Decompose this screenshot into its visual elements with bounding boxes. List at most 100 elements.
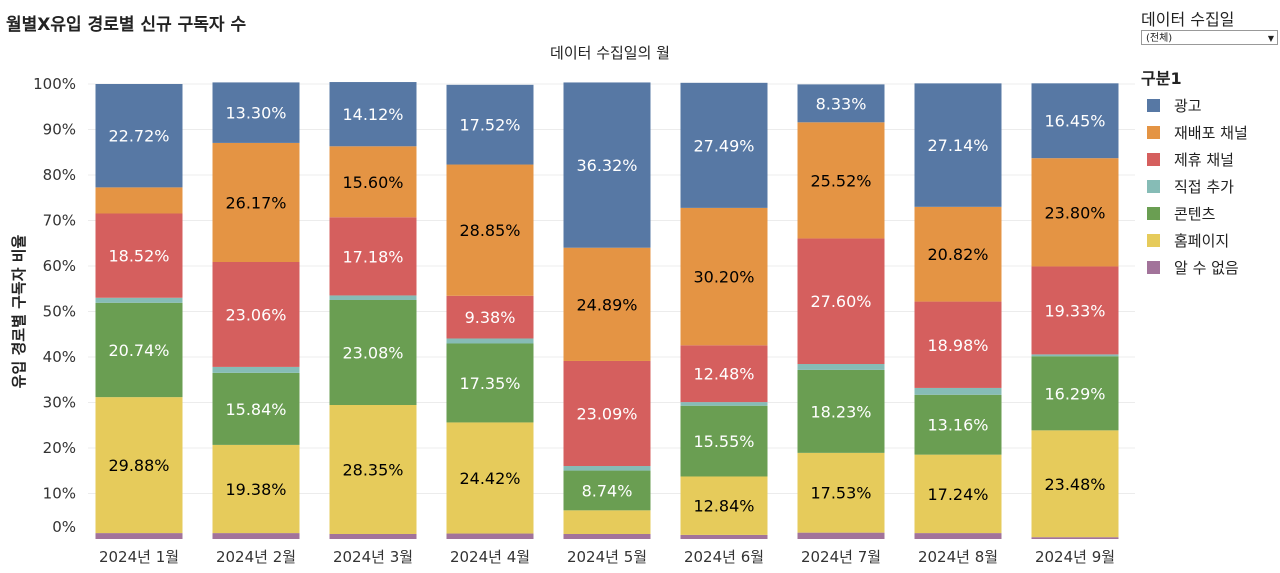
data-label: 28.85% — [459, 221, 520, 240]
x-tick-label: 2024년 2월 — [216, 548, 296, 566]
x-tick-label: 2024년 6월 — [684, 548, 764, 566]
bar-segment — [1031, 158, 1119, 267]
bar-segment — [680, 345, 768, 403]
bar-segment — [329, 217, 417, 296]
x-tick-label: 2024년 9월 — [1035, 548, 1115, 566]
data-label: 8.74% — [582, 481, 633, 500]
data-label: 24.89% — [576, 295, 637, 314]
legend-label: 광고 — [1174, 97, 1202, 115]
y-tick-label: 30% — [43, 394, 76, 412]
bar-segment — [446, 84, 534, 165]
data-label: 29.88% — [108, 456, 169, 475]
data-label: 16.45% — [1044, 112, 1105, 131]
y-tick-label: 20% — [43, 439, 76, 457]
chevron-down-icon[interactable]: ▼ — [1267, 34, 1274, 43]
y-tick-label: 0% — [52, 518, 76, 536]
bar-segment — [563, 533, 651, 539]
x-tick-label: 2024년 7월 — [801, 548, 881, 566]
x-tick-label: 2024년 5월 — [567, 548, 647, 566]
bar-segment — [797, 532, 885, 539]
data-label: 12.48% — [693, 365, 754, 384]
x-tick-label: 2024년 3월 — [333, 548, 413, 566]
bar-segment — [797, 122, 885, 239]
data-label: 27.14% — [927, 136, 988, 155]
bar-segment — [563, 510, 651, 534]
bar-segment — [1031, 356, 1119, 431]
bar-segment — [563, 466, 651, 471]
y-tick-label: 50% — [43, 303, 76, 321]
bar-segment — [95, 533, 183, 539]
bar-segment — [329, 533, 417, 539]
bar-segment — [680, 476, 768, 535]
data-label: 25.52% — [810, 171, 871, 190]
data-label: 15.60% — [342, 173, 403, 192]
bar-segment — [563, 470, 651, 511]
data-label: 23.06% — [225, 305, 286, 324]
bar-segment — [563, 82, 651, 248]
legend-swatch — [1147, 180, 1160, 193]
y-tick-label: 60% — [43, 257, 76, 275]
bar-segment — [797, 369, 885, 453]
data-label: 30.20% — [693, 268, 754, 287]
data-label: 28.35% — [342, 460, 403, 479]
bar-segment — [212, 82, 300, 143]
bar-segment — [680, 405, 768, 477]
legend-item[interactable]: 광고 — [1147, 92, 1248, 119]
bar-segment — [95, 187, 183, 214]
bar-segment — [914, 206, 1002, 302]
y-tick-label: 70% — [43, 212, 76, 230]
x-tick-label: 2024년 8월 — [918, 548, 998, 566]
data-label: 14.12% — [342, 105, 403, 124]
bar-segment — [212, 366, 300, 373]
legend-swatch — [1147, 261, 1160, 274]
bar-segment — [446, 343, 534, 423]
legend-label: 재배포 채널 — [1174, 124, 1248, 142]
y-tick-label: 80% — [43, 166, 76, 184]
legend-item[interactable]: 콘텐츠 — [1147, 200, 1248, 227]
data-label: 20.74% — [108, 341, 169, 360]
data-label: 17.53% — [810, 484, 871, 503]
data-label: 12.84% — [693, 497, 754, 516]
bar-segment — [797, 84, 885, 123]
legend-swatch — [1147, 126, 1160, 139]
data-label: 13.30% — [225, 104, 286, 123]
bar-segment — [680, 207, 768, 346]
data-label: 23.48% — [1044, 475, 1105, 494]
data-label: 17.35% — [459, 374, 520, 393]
data-label: 27.60% — [810, 292, 871, 311]
data-label: 19.38% — [225, 480, 286, 499]
data-label: 8.33% — [816, 94, 867, 113]
chart-title: 월별X유입 경로별 신규 구독자 수 — [6, 15, 247, 35]
legend-item[interactable]: 제휴 채널 — [1147, 146, 1248, 173]
filter-selected-value: (전체) — [1146, 33, 1173, 44]
legend-item[interactable]: 홈페이지 — [1147, 227, 1248, 254]
legend-label: 알 수 없음 — [1174, 259, 1239, 277]
data-label: 23.08% — [342, 343, 403, 362]
data-label: 15.55% — [693, 432, 754, 451]
legend-item[interactable]: 재배포 채널 — [1147, 119, 1248, 146]
bar-segment — [914, 387, 1002, 395]
data-label: 13.16% — [927, 416, 988, 435]
y-tick-label: 40% — [43, 348, 76, 366]
bar-segment — [1031, 83, 1119, 159]
y-tick-label: 90% — [43, 121, 76, 139]
bar-segment — [797, 452, 885, 533]
bar-segment — [212, 372, 300, 445]
bar-segment — [95, 213, 183, 298]
bar-segment — [914, 83, 1002, 207]
legend-item[interactable]: 알 수 없음 — [1147, 254, 1248, 281]
data-label: 27.49% — [693, 136, 754, 155]
data-label: 22.72% — [108, 127, 169, 146]
bar-segment — [212, 142, 300, 262]
date-filter-dropdown[interactable]: (전체) ▼ — [1141, 30, 1278, 45]
legend-item[interactable]: 직접 추가 — [1147, 173, 1248, 200]
bar-segment — [446, 295, 534, 339]
data-label: 16.29% — [1044, 384, 1105, 403]
data-label: 18.23% — [810, 402, 871, 421]
bar-segment — [680, 534, 768, 539]
data-label: 19.33% — [1044, 301, 1105, 320]
bar-segment — [797, 238, 885, 365]
data-label: 23.80% — [1044, 203, 1105, 222]
bar-segment — [446, 164, 534, 296]
